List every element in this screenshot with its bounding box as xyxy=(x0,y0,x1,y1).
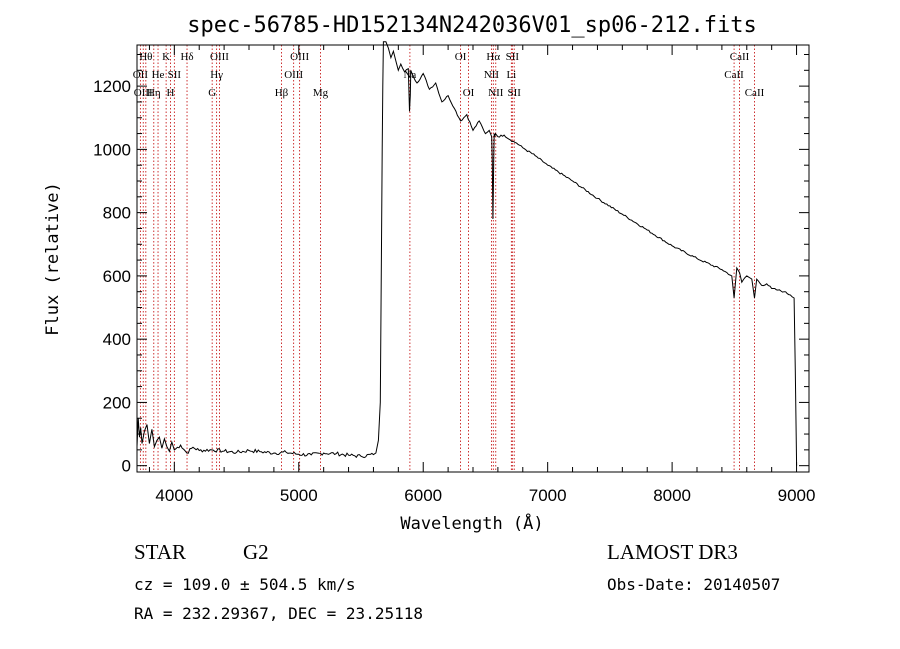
line-label: OI xyxy=(455,51,467,63)
x-tick-label: 6000 xyxy=(404,486,442,505)
line-label: Hδ xyxy=(180,51,193,63)
line-label: SII xyxy=(507,87,521,99)
line-label: NII xyxy=(484,69,500,81)
y-tick-label: 1200 xyxy=(93,77,131,96)
x-tick-label: 5000 xyxy=(280,486,318,505)
line-label: Hθ xyxy=(139,51,152,63)
y-tick-label: 200 xyxy=(103,393,131,412)
plot-frame xyxy=(136,44,810,473)
x-tick-label: 9000 xyxy=(778,486,816,505)
line-label: CaII xyxy=(724,69,744,81)
y-axis: 0 200 400 600 800 1000 1200 xyxy=(93,53,809,476)
x-tick-label: 4000 xyxy=(155,486,193,505)
y-tick-label: 600 xyxy=(103,267,131,286)
line-label: K xyxy=(162,51,170,63)
x-tick-label: 7000 xyxy=(529,486,567,505)
line-markers xyxy=(139,45,755,472)
line-label: Li xyxy=(506,69,516,81)
spectrum-line xyxy=(136,41,798,466)
y-tick-label: 1000 xyxy=(93,140,131,159)
line-label: Hη xyxy=(147,87,161,99)
line-labels: OIIOIIIHθHηHeKHSIIHδGHγOIIIHβOIIIOIIIMgN… xyxy=(133,51,765,99)
obs-date-text: Obs-Date: 20140507 xyxy=(607,575,781,594)
line-label: Hγ xyxy=(210,69,223,81)
line-label: SII xyxy=(506,51,520,63)
coordinates-text: RA = 232.29367, DEC = 23.25118 xyxy=(134,604,423,623)
line-label: CaII xyxy=(745,87,765,99)
y-tick-label: 400 xyxy=(103,330,131,349)
survey-name: LAMOST DR3 xyxy=(607,540,738,564)
object-class: STAR xyxy=(134,540,186,564)
y-tick-label: 800 xyxy=(103,204,131,223)
object-subclass: G2 xyxy=(243,540,269,564)
y-tick-label: 0 xyxy=(122,457,131,476)
line-label: OIII xyxy=(210,51,229,63)
y-axis-label: Flux (relative) xyxy=(43,182,63,336)
line-label: Hβ xyxy=(275,87,289,99)
x-axis-label: Wavelength (Å) xyxy=(400,512,543,534)
chart-title: spec-56785-HD152134N242036V01_sp06-212.f… xyxy=(187,13,757,38)
line-label: Hα xyxy=(486,51,500,63)
line-label: OIII xyxy=(134,87,153,99)
x-tick-label: 8000 xyxy=(653,486,691,505)
line-label: CaII xyxy=(730,51,750,63)
line-label: NII xyxy=(488,87,504,99)
line-label: SII xyxy=(168,69,182,81)
line-label: Na xyxy=(403,69,416,81)
line-label: OIII xyxy=(290,51,309,63)
line-label: G xyxy=(208,87,216,99)
line-label: He xyxy=(152,69,165,81)
spectrum-chart: spec-56785-HD152134N242036V01_sp06-212.f… xyxy=(43,13,816,534)
x-axis: 4000 5000 6000 7000 8000 9000 xyxy=(148,45,816,505)
line-label: Mg xyxy=(313,87,329,99)
redshift-text: cz = 109.0 ± 504.5 km/s xyxy=(134,575,356,594)
line-label: OIII xyxy=(284,69,303,81)
line-label: OI xyxy=(463,87,475,99)
line-label: H xyxy=(166,87,174,99)
